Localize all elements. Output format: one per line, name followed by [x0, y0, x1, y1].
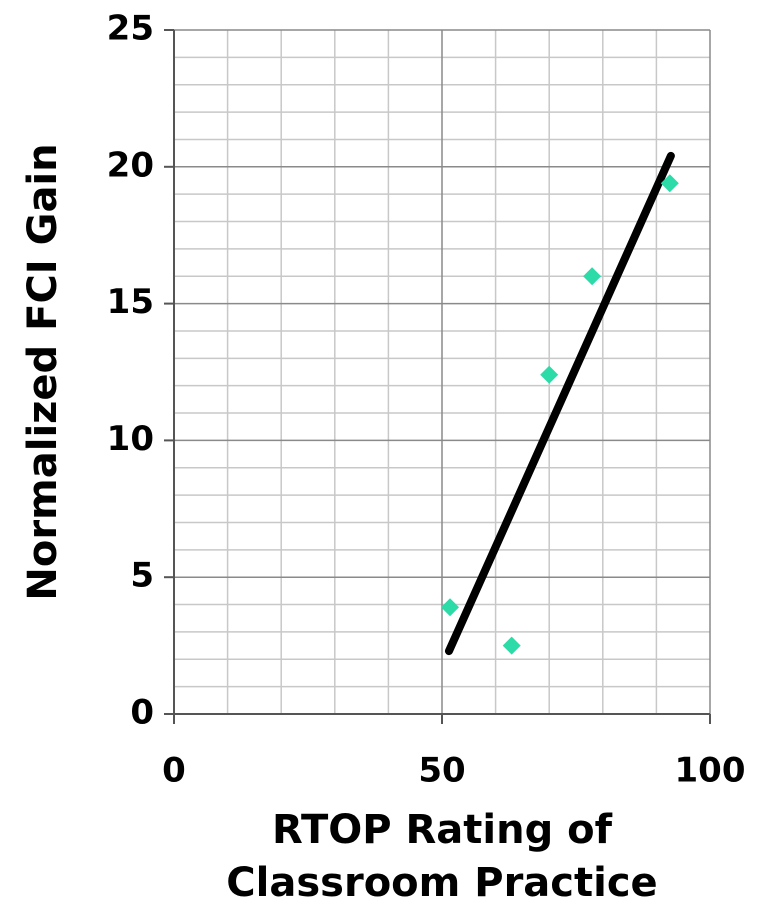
- data-point: [540, 365, 559, 384]
- y-tick-label: 20: [107, 145, 154, 185]
- y-tick-label: 25: [107, 9, 154, 49]
- x-axis-title: Classroom Practice: [226, 860, 657, 906]
- x-tick-label: 100: [675, 751, 746, 791]
- y-tick-label: 15: [107, 282, 154, 322]
- y-axis-title: Normalized FCI Gain: [20, 143, 66, 600]
- data-point: [441, 598, 460, 617]
- y-tick-label: 5: [130, 556, 154, 596]
- trend-line: [444, 151, 675, 656]
- data-point: [502, 636, 521, 655]
- y-tick-label: 0: [130, 693, 154, 733]
- x-tick-label: 0: [162, 751, 186, 791]
- data-point: [583, 267, 602, 286]
- data-point: [660, 174, 679, 193]
- x-axis-title: RTOP Rating of: [272, 807, 613, 853]
- y-tick-label: 10: [107, 419, 154, 459]
- x-tick-label: 50: [418, 751, 465, 791]
